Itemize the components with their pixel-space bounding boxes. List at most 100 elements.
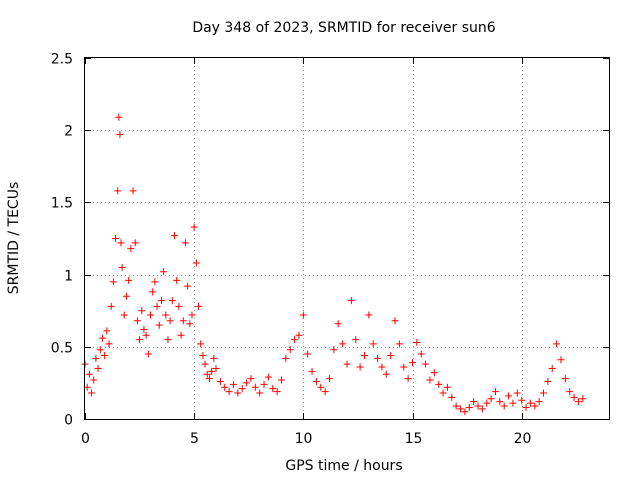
data-point [526, 399, 534, 407]
data-point [461, 408, 469, 416]
data-point [208, 367, 216, 375]
data-point [225, 388, 233, 396]
data-point [107, 302, 115, 310]
data-point [155, 321, 163, 329]
data-point [129, 187, 137, 195]
data-point [264, 373, 272, 381]
data-point [221, 383, 229, 391]
data-point [443, 383, 451, 391]
data-point [114, 187, 122, 195]
data-points [81, 113, 587, 416]
y-axis-ticks: 0 0.5 1 1.5 2 2.5 [51, 52, 609, 429]
data-point [579, 395, 587, 403]
data-point [535, 398, 543, 406]
data-point [131, 239, 139, 247]
data-point [136, 336, 144, 344]
data-point [109, 278, 117, 286]
y-tick-label: 1.5 [51, 196, 73, 212]
data-point [171, 232, 179, 240]
data-point [378, 363, 386, 371]
data-point [566, 388, 574, 396]
data-point [85, 370, 93, 378]
data-point [286, 346, 294, 354]
data-point [352, 336, 360, 344]
data-point [192, 259, 200, 267]
data-point [291, 336, 299, 344]
data-point [505, 392, 513, 400]
data-point [195, 302, 203, 310]
data-point [140, 325, 148, 333]
data-point [522, 403, 530, 411]
data-point [513, 389, 521, 397]
plot-frame [84, 57, 610, 420]
data-point [234, 389, 242, 397]
chart-title: Day 348 of 2023, SRMTID for receiver sun… [192, 20, 495, 36]
data-point [365, 311, 373, 319]
data-point [334, 320, 342, 328]
data-point [347, 297, 355, 305]
data-point [120, 311, 128, 319]
data-point [430, 369, 438, 377]
data-point [299, 311, 307, 319]
data-point [173, 276, 181, 284]
data-point [210, 354, 218, 362]
data-point [88, 389, 96, 397]
data-point [282, 354, 290, 362]
data-point [273, 388, 281, 396]
data-point [144, 350, 152, 358]
data-point [382, 370, 390, 378]
data-point [343, 360, 351, 368]
data-point [540, 389, 547, 397]
data-point [570, 393, 578, 401]
data-point [321, 388, 329, 396]
data-point [356, 363, 364, 371]
data-point [478, 405, 486, 413]
data-point [138, 307, 146, 315]
data-point [177, 331, 185, 339]
x-tick-label: 20 [514, 431, 532, 447]
data-point [153, 302, 161, 310]
data-point [133, 317, 141, 325]
y-tick-label: 2 [64, 124, 73, 140]
y-axis-label: SRMTID / TECUs [6, 182, 22, 295]
y-tick-label: 2.5 [51, 52, 73, 68]
data-point [269, 385, 277, 393]
data-point [465, 403, 473, 411]
data-point [181, 239, 189, 247]
data-point [118, 263, 126, 271]
data-point [413, 338, 421, 346]
data-point [216, 377, 224, 385]
data-point [186, 320, 194, 328]
data-point [395, 340, 403, 348]
data-point [203, 370, 211, 378]
data-point [98, 334, 106, 342]
data-point [360, 351, 368, 359]
data-point [426, 376, 434, 384]
data-point [557, 356, 565, 364]
data-point [184, 282, 192, 290]
x-tick-label: 0 [81, 431, 90, 447]
data-point [483, 399, 491, 407]
data-point [190, 223, 198, 231]
data-point [251, 383, 259, 391]
data-point [101, 351, 109, 359]
data-point [369, 340, 377, 348]
data-point [125, 276, 133, 284]
data-point [518, 396, 526, 404]
x-axis-label: GPS time / hours [285, 458, 402, 474]
data-point [491, 388, 499, 396]
data-point [391, 317, 399, 325]
data-point [374, 354, 382, 362]
data-point [157, 297, 165, 305]
data-point [201, 360, 209, 368]
gridlines [85, 58, 609, 419]
data-point [448, 393, 456, 401]
data-point [197, 340, 205, 348]
data-point [256, 389, 264, 397]
data-point [164, 336, 172, 344]
data-point [90, 376, 98, 384]
data-point [127, 245, 135, 253]
data-point [308, 367, 316, 375]
data-point [162, 311, 170, 319]
data-point [548, 364, 556, 372]
